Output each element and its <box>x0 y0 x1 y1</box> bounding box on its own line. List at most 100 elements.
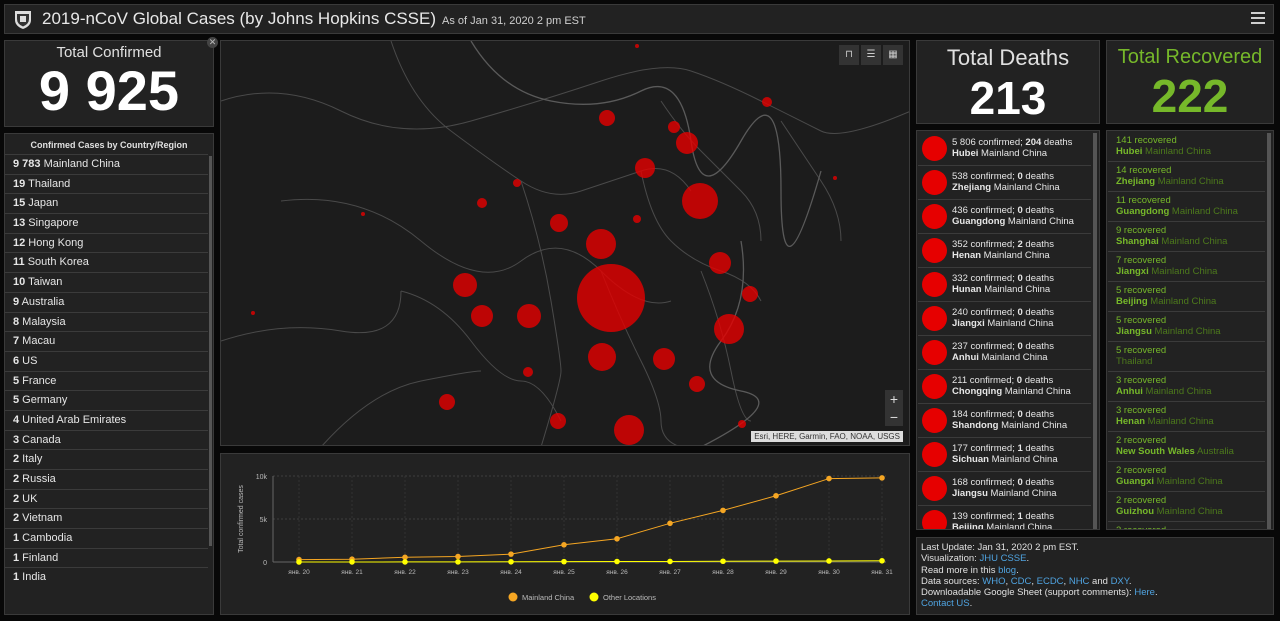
case-bubble[interactable] <box>599 110 615 126</box>
deaths-list-item[interactable]: 211 confirmed; 0 deaths Chongqing Mainlan… <box>918 370 1091 404</box>
qr-code-icon[interactable]: ▦ <box>883 45 903 65</box>
recovered-list-item[interactable]: 2 recovered Guizhou Mainland China <box>1108 492 1265 522</box>
country-list-item[interactable]: 3 Canada <box>5 429 208 450</box>
deaths-list-item[interactable]: 5 806 confirmed; 204 deaths Hubei Mainlan… <box>918 132 1091 166</box>
source-link-cdc[interactable]: CDC <box>1010 575 1032 587</box>
country-list-item[interactable]: 10 Taiwan <box>5 272 208 292</box>
country-list-item[interactable]: 4 United Arab Emirates <box>5 409 208 430</box>
country-list-item[interactable]: 15 Japan <box>5 193 208 213</box>
case-bubble[interactable] <box>523 367 533 377</box>
deaths-list-item[interactable]: 436 confirmed; 0 deaths Guangdong Mainlan… <box>918 200 1091 234</box>
source-link-nhc[interactable]: NHC <box>1068 575 1090 587</box>
data-point[interactable] <box>773 558 779 564</box>
hamburger-menu-icon[interactable] <box>1251 12 1265 24</box>
data-point[interactable] <box>349 559 355 565</box>
country-list-item[interactable]: 7 Macau <box>5 331 208 351</box>
case-bubble[interactable] <box>471 305 493 327</box>
case-bubble[interactable] <box>588 343 616 371</box>
country-list-item[interactable]: 11 South Korea <box>5 252 208 272</box>
case-bubble[interactable] <box>517 304 541 328</box>
country-list-item[interactable]: 2 Russia <box>5 469 208 489</box>
case-bubble[interactable] <box>689 376 705 392</box>
country-list-item[interactable]: 1 India <box>5 567 208 587</box>
data-point[interactable] <box>561 558 567 565</box>
source-link-dxy[interactable]: DXY <box>1110 575 1129 587</box>
recovered-list-scrollbar[interactable] <box>1267 133 1271 529</box>
recovered-list-item[interactable]: 2 recovered New South Wales Australia <box>1108 432 1265 462</box>
deaths-list-item[interactable]: 168 confirmed; 0 deaths Jiangsu Mainland … <box>918 472 1091 506</box>
case-bubble[interactable] <box>633 215 641 223</box>
country-list-item[interactable]: 9 Australia <box>5 291 208 312</box>
country-list-item[interactable]: 19 Thailand <box>5 173 208 194</box>
case-bubble[interactable] <box>550 413 566 429</box>
data-point[interactable] <box>826 558 832 564</box>
zoom-in-button[interactable]: + <box>889 391 899 407</box>
case-bubble[interactable] <box>550 214 568 232</box>
source-link-who[interactable]: WHO <box>982 575 1006 587</box>
data-point[interactable] <box>667 520 673 527</box>
deaths-list-item[interactable]: 139 confirmed; 1 deaths Beijing Mainland … <box>918 506 1091 529</box>
case-bubble[interactable] <box>361 212 365 216</box>
country-list-item[interactable]: 6 US <box>5 350 208 371</box>
data-point[interactable] <box>455 553 461 560</box>
country-list[interactable]: 9 783 Mainland China 19 Thailand 15 Japan 1… <box>5 154 208 614</box>
case-bubble[interactable] <box>453 273 477 297</box>
deaths-list-item[interactable]: 237 confirmed; 0 deaths Anhui Mainland Ch… <box>918 336 1091 370</box>
sheet-link[interactable]: Here <box>1134 587 1155 599</box>
data-point[interactable] <box>402 554 408 561</box>
case-bubble[interactable] <box>477 198 487 208</box>
case-bubble[interactable] <box>682 183 718 219</box>
case-bubble[interactable] <box>742 286 758 302</box>
data-point[interactable] <box>296 559 302 565</box>
data-point[interactable] <box>402 559 408 565</box>
case-bubble[interactable] <box>762 97 772 107</box>
country-list-scrollbar[interactable] <box>209 156 212 546</box>
bookmark-icon[interactable]: ⊓ <box>839 45 859 65</box>
recovered-list-item[interactable]: 9 recovered Shanghai Mainland China <box>1108 222 1265 252</box>
data-point[interactable] <box>879 475 885 481</box>
case-bubble[interactable] <box>738 420 746 428</box>
data-point[interactable] <box>614 535 620 542</box>
case-bubble[interactable] <box>676 132 698 154</box>
map-view[interactable]: ⊓ ☰ ▦ + − Esri, HERE, Garmin, FAO, NOAA,… <box>220 40 910 446</box>
map-canvas[interactable] <box>221 41 910 446</box>
case-bubble[interactable] <box>439 394 455 410</box>
country-list-item[interactable]: 2 Vietnam <box>5 508 208 528</box>
country-list-item[interactable]: 5 Germany <box>5 390 208 410</box>
recovered-list-item[interactable]: 3 recovered Henan Mainland China <box>1108 402 1265 432</box>
recovered-list-item[interactable]: 5 recovered Beijing Mainland China <box>1108 282 1265 312</box>
recovered-list-item[interactable]: 11 recovered Guangdong Mainland China <box>1108 192 1265 222</box>
case-bubble[interactable] <box>709 252 731 274</box>
data-point[interactable] <box>826 475 832 482</box>
contact-link[interactable]: Contact US <box>921 598 970 610</box>
case-bubble[interactable] <box>668 121 680 133</box>
deaths-list-item[interactable]: 538 confirmed; 0 deaths Zhejiang Mainland… <box>918 166 1091 200</box>
case-bubble[interactable] <box>635 158 655 178</box>
recovered-list-item[interactable]: 5 recovered Thailand <box>1108 342 1265 372</box>
recovered-list-item[interactable]: 2 recovered <box>1108 522 1265 529</box>
deaths-list-scrollbar[interactable] <box>1093 133 1097 529</box>
case-bubble[interactable] <box>714 314 744 344</box>
recovered-list[interactable]: 141 recovered Hubei Mainland China 14 reco… <box>1108 132 1265 529</box>
case-bubble[interactable] <box>614 415 644 445</box>
data-point[interactable] <box>720 558 726 565</box>
case-bubble[interactable] <box>513 179 521 187</box>
case-bubble[interactable] <box>833 176 837 180</box>
data-point[interactable] <box>455 559 461 565</box>
deaths-list-item[interactable]: 352 confirmed; 2 deaths Henan Mainland Ch… <box>918 234 1091 268</box>
source-link-ecdc[interactable]: ECDC <box>1036 575 1064 587</box>
zoom-out-button[interactable]: − <box>889 409 899 425</box>
country-list-item[interactable]: 13 Singapore <box>5 213 208 233</box>
legend-list-icon[interactable]: ☰ <box>861 45 881 65</box>
case-bubble[interactable] <box>251 311 255 315</box>
country-list-item[interactable]: 1 Cambodia <box>5 528 208 548</box>
country-list-item[interactable]: 2 UK <box>5 488 208 509</box>
recovered-list-item[interactable]: 14 recovered Zhejiang Mainland China <box>1108 162 1265 192</box>
deaths-list[interactable]: 5 806 confirmed; 204 deaths Hubei Mainlan… <box>918 132 1091 529</box>
data-point[interactable] <box>667 558 673 565</box>
case-bubble[interactable] <box>635 44 639 48</box>
deaths-list-item[interactable]: 177 confirmed; 1 deaths Sichuan Mainland … <box>918 438 1091 472</box>
country-list-item[interactable]: 2 Italy <box>5 449 208 469</box>
data-point[interactable] <box>508 551 514 557</box>
data-point[interactable] <box>773 492 779 499</box>
